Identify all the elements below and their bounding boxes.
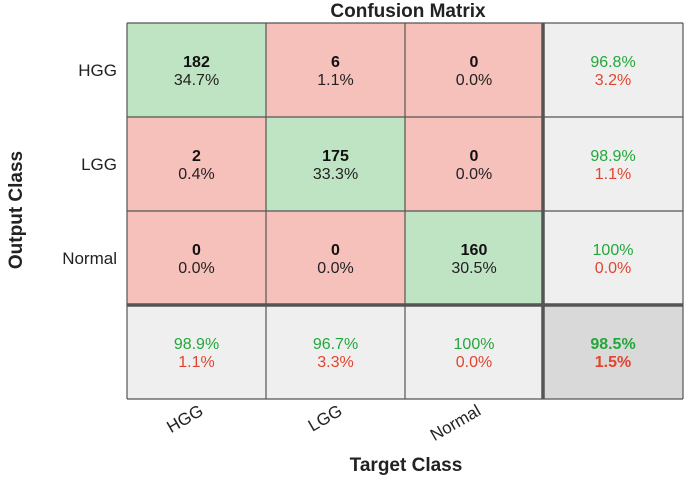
matrix-cell-primary: 2	[192, 148, 201, 165]
y-axis-label: Output Class	[6, 151, 27, 269]
matrix-cell: 20.4%	[127, 117, 266, 211]
matrix-cell-secondary: 0.0%	[456, 166, 492, 183]
row-summary-secondary: 1.1%	[595, 166, 631, 183]
x-tick-label: HGG	[163, 401, 206, 437]
column-summary-cell: 98.9%1.1%	[127, 305, 266, 399]
chart-title: Confusion Matrix	[330, 1, 486, 22]
matrix-cell: 00.0%	[127, 211, 266, 305]
matrix-cell-secondary: 0.0%	[317, 260, 353, 277]
row-summary-cell: 96.8%3.2%	[543, 23, 683, 117]
matrix-cell-background	[127, 211, 266, 305]
row-summary-cell: 98.9%1.1%	[543, 117, 683, 211]
row-summary-cell: 100%0.0%	[543, 211, 683, 305]
matrix-cell-primary: 0	[470, 148, 479, 165]
matrix-cell-secondary: 33.3%	[313, 166, 358, 183]
matrix-cell-background	[127, 117, 266, 211]
matrix-grid	[126, 22, 684, 400]
overall-accuracy-cell-background	[543, 305, 683, 399]
matrix-cell-secondary: 0.0%	[456, 72, 492, 89]
x-tick-label: LGG	[305, 401, 346, 435]
matrix-cell-primary: 182	[183, 54, 210, 71]
matrix-cell-primary: 0	[470, 54, 479, 71]
row-summary-cell-background	[543, 23, 683, 117]
column-summary-primary: 98.9%	[174, 336, 219, 353]
matrix-cell-secondary: 0.4%	[178, 166, 214, 183]
overall-accuracy-primary: 98.5%	[590, 336, 635, 353]
matrix-cell-primary: 6	[331, 54, 340, 71]
column-summary-secondary: 0.0%	[456, 354, 492, 371]
matrix-cell-secondary: 30.5%	[451, 260, 496, 277]
matrix-cell-background	[405, 117, 543, 211]
column-summary-secondary: 3.3%	[317, 354, 353, 371]
matrix-cell-primary: 0	[192, 242, 201, 259]
matrix-cell-secondary: 0.0%	[178, 260, 214, 277]
row-summary-secondary: 3.2%	[595, 72, 631, 89]
matrix-cell-background	[127, 23, 266, 117]
row-summary-cell-background	[543, 211, 683, 305]
overall-accuracy-cell: 98.5%1.5%	[543, 305, 683, 399]
column-summary-cell: 100%0.0%	[405, 305, 543, 399]
matrix-cell-secondary: 1.1%	[317, 72, 353, 89]
column-summary-cell-background	[405, 305, 543, 399]
matrix-cell: 00.0%	[405, 117, 543, 211]
matrix-cell-background	[405, 23, 543, 117]
matrix-cell-background	[405, 211, 543, 305]
y-tick-label: Normal	[62, 249, 117, 268]
column-summary-secondary: 1.1%	[178, 354, 214, 371]
row-summary-secondary: 0.0%	[595, 260, 631, 277]
row-summary-primary: 100%	[593, 242, 634, 259]
matrix-cell: 61.1%	[266, 23, 405, 117]
matrix-cell-background	[266, 211, 405, 305]
matrix-cell-secondary: 34.7%	[174, 72, 219, 89]
column-summary-cell: 96.7%3.3%	[266, 305, 405, 399]
matrix-cell-background	[266, 23, 405, 117]
matrix-cell-primary: 175	[322, 148, 349, 165]
column-summary-cell-background	[127, 305, 266, 399]
row-summary-cell-background	[543, 117, 683, 211]
column-summary-cell-background	[266, 305, 405, 399]
row-summary-primary: 96.8%	[590, 54, 635, 71]
matrix-cell-primary: 0	[331, 242, 340, 259]
matrix-cell-primary: 160	[461, 242, 488, 259]
matrix-cell: 00.0%	[266, 211, 405, 305]
row-summary-primary: 98.9%	[590, 148, 635, 165]
matrix-cell: 00.0%	[405, 23, 543, 117]
y-tick-label: LGG	[81, 155, 117, 174]
column-summary-primary: 96.7%	[313, 336, 358, 353]
x-axis-label: Target Class	[350, 455, 463, 476]
column-summary-primary: 100%	[454, 336, 495, 353]
matrix-cells: 18234.7%61.1%00.0%96.8%3.2%20.4%17533.3%…	[127, 23, 683, 399]
matrix-cell-background	[266, 117, 405, 211]
overall-accuracy-secondary: 1.5%	[595, 354, 631, 371]
y-tick-label: HGG	[78, 61, 117, 80]
x-tick-label: Normal	[427, 401, 484, 445]
